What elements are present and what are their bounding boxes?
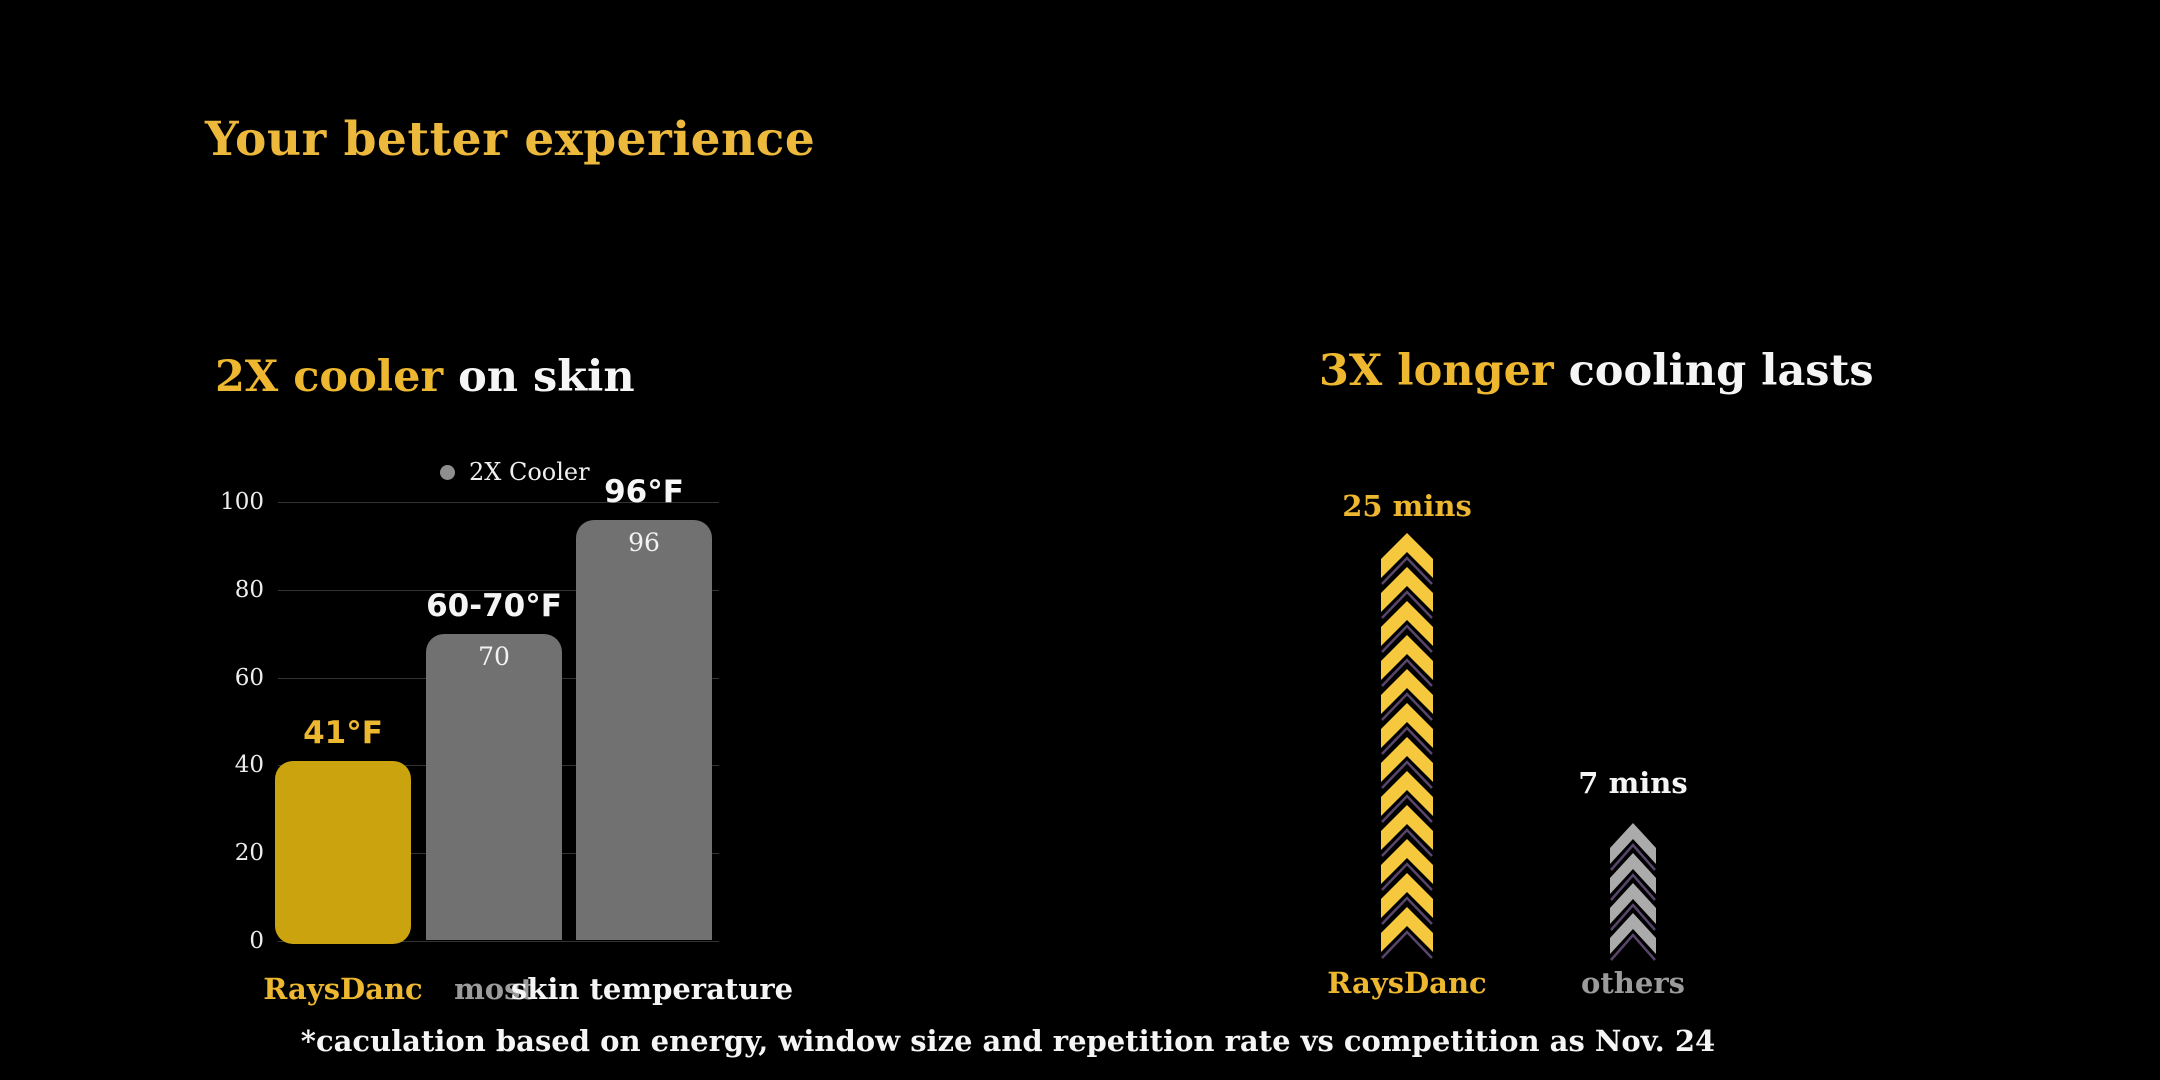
bar xyxy=(576,520,712,940)
bar-value-label: 70 xyxy=(478,642,510,671)
y-axis-tick-label: 60 xyxy=(234,665,264,691)
footnote: *caculation based on energy, window size… xyxy=(300,1024,1716,1058)
chevron-up-icon xyxy=(1381,669,1433,721)
chevron-up-icon xyxy=(1381,737,1433,789)
bar-value-label: 96 xyxy=(628,528,660,557)
chevron-up-icon xyxy=(1381,907,1433,959)
page-title: Your better experience xyxy=(205,112,816,167)
y-axis-tick-label: 100 xyxy=(220,489,264,515)
chevron-up-icon xyxy=(1610,883,1656,931)
gridline xyxy=(278,502,719,503)
chevron-up-icon xyxy=(1610,913,1656,961)
legend-label: 2X Cooler xyxy=(469,458,590,486)
category-label: most xyxy=(454,972,534,1006)
chevron-up-icon xyxy=(1610,823,1656,871)
legend: 2X Cooler xyxy=(440,458,590,486)
left-heading-rest: on skin xyxy=(443,352,635,402)
right-heading-highlight: 3X longer xyxy=(1319,346,1554,396)
series-label: RaysDanc xyxy=(1327,966,1487,1000)
bar-annotation: 60-70°F xyxy=(426,588,562,624)
chevron-up-icon xyxy=(1381,873,1433,925)
chevron-up-icon xyxy=(1381,839,1433,891)
chevron-up-icon xyxy=(1381,533,1433,585)
legend-dot-icon xyxy=(440,464,455,480)
right-section-heading: 3X longer cooling lasts xyxy=(1319,346,1874,396)
y-axis-tick-label: 40 xyxy=(234,752,264,778)
series-label: others xyxy=(1581,966,1685,1000)
category-label: skin temperature xyxy=(510,972,794,1006)
gridline xyxy=(278,941,719,942)
chevron-up-icon xyxy=(1381,771,1433,823)
left-heading-highlight: 2X cooler xyxy=(215,352,444,402)
category-label: RaysDanc xyxy=(263,972,423,1006)
bar-annotation: 41°F xyxy=(303,715,383,751)
bar xyxy=(275,761,411,944)
y-axis-tick-label: 20 xyxy=(234,840,264,866)
bar xyxy=(426,634,562,940)
chevron-up-icon xyxy=(1610,853,1656,901)
duration-label: 7 mins xyxy=(1578,766,1688,800)
y-axis-tick-label: 0 xyxy=(249,928,264,954)
chevron-up-icon xyxy=(1381,703,1433,755)
y-axis-tick-label: 80 xyxy=(234,577,264,603)
gridline xyxy=(278,590,719,591)
chevron-up-icon xyxy=(1381,635,1433,687)
duration-label: 25 mins xyxy=(1342,489,1472,523)
right-heading-rest: cooling lasts xyxy=(1553,346,1874,396)
chevron-up-icon xyxy=(1381,601,1433,653)
chevron-up-icon xyxy=(1381,805,1433,857)
bar-annotation: 96°F xyxy=(604,474,684,510)
chevron-up-icon xyxy=(1381,567,1433,619)
left-section-heading: 2X cooler on skin xyxy=(215,352,635,402)
